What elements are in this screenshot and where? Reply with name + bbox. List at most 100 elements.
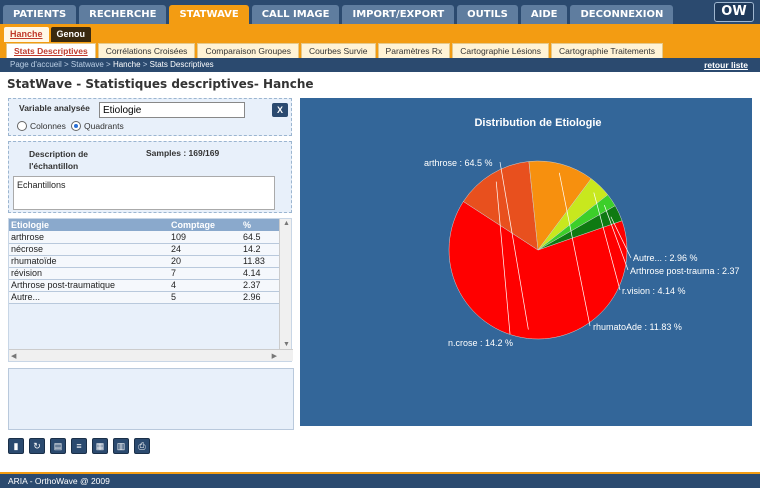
pie-slice-label: r.vision : 4.14 %: [622, 286, 686, 296]
table-row[interactable]: rhumatoïde 20 11.83: [9, 255, 279, 268]
radio-colonnes[interactable]: Colonnes: [17, 121, 66, 131]
description-label: Description de l'échantillon: [29, 149, 89, 171]
tab-stats-descriptives[interactable]: Stats Descriptives: [6, 43, 96, 58]
print-icon[interactable]: ⎙: [134, 438, 150, 454]
cell-percent: 2.96: [241, 291, 279, 304]
table-row[interactable]: Autre... 5 2.96: [9, 291, 279, 304]
nav-tab-statwave[interactable]: STATWAVE: [169, 5, 249, 24]
cell-count: 5: [169, 291, 241, 304]
breadcrumb-hanche: Hanche: [112, 60, 141, 69]
nav-tab-deconnexion[interactable]: DECONNEXION: [570, 5, 674, 24]
table-row[interactable]: Arthrose post-traumatique 4 2.37: [9, 279, 279, 292]
pie-slice[interactable]: [448, 201, 628, 340]
nav-tab-patients[interactable]: PATIENTS: [3, 5, 77, 24]
cell-count: 7: [169, 267, 241, 280]
notes-textarea[interactable]: [8, 368, 294, 430]
pie-chart: Distribution de Etiologie arthrose : 64.…: [424, 117, 740, 348]
clear-variable-button[interactable]: X: [272, 103, 288, 117]
cell-label: nécrose: [9, 243, 169, 256]
table-vertical-scrollbar[interactable]: ▲ ▼: [279, 219, 291, 349]
cell-label: rhumatoïde: [9, 255, 169, 268]
footer: ARIA - OrthoWave @ 2009: [0, 472, 760, 488]
footer-copyright: ARIA - OrthoWave @ 2009: [8, 476, 110, 486]
variable-label: Variable analysée: [19, 103, 90, 113]
table-row[interactable]: arthrose 109 64.5: [9, 231, 279, 244]
col-header-comptage[interactable]: Comptage: [169, 219, 241, 231]
refresh-icon[interactable]: ↻: [29, 438, 45, 454]
nav-tab-aide[interactable]: AIDE: [520, 5, 568, 24]
table-horizontal-scrollbar[interactable]: ◀ ▶: [9, 349, 293, 361]
nav-tab-outils[interactable]: OUTILS: [457, 5, 518, 24]
cell-label: arthrose: [9, 231, 169, 244]
cell-label: Arthrose post-traumatique: [9, 279, 169, 292]
notes-icon[interactable]: ≡: [71, 438, 87, 454]
pie-slice[interactable]: [537, 205, 623, 251]
pie-leader-line: [499, 161, 529, 330]
analysis-nav: Stats Descriptives Corrélations Croisées…: [6, 43, 665, 58]
pie-leader-line: [558, 172, 591, 327]
chart-title: Distribution de Etiologie: [474, 117, 601, 129]
nav-tab-import-export[interactable]: IMPORT/EXPORT: [342, 5, 455, 24]
cell-label: Autre...: [9, 291, 169, 304]
subnav-tab-hanche[interactable]: Hanche: [4, 27, 49, 42]
nav-tab-recherche[interactable]: RECHERCHE: [79, 5, 167, 24]
scroll-right-icon[interactable]: ▶: [271, 353, 277, 360]
radio-quadrants[interactable]: Quadrants: [71, 121, 124, 131]
bottom-toolbar: ▮ ↻ ▤ ≡ ▦ ▥ ⎙: [8, 438, 155, 454]
radio-colonnes-label: Colonnes: [30, 121, 66, 131]
retour-liste-link[interactable]: retour liste: [704, 60, 748, 70]
cell-count: 24: [169, 243, 241, 256]
tab-correlations-croisees[interactable]: Corrélations Croisées: [97, 43, 196, 58]
cell-count: 4: [169, 279, 241, 292]
tab-cartographie-traitements[interactable]: Cartographie Traitements: [551, 43, 663, 58]
pie-leader-line: [495, 181, 511, 335]
pie-slice[interactable]: [463, 161, 539, 251]
breadcrumb-statwave[interactable]: Statwave: [70, 60, 104, 69]
grid-icon[interactable]: ▦: [92, 438, 108, 454]
radio-colonnes-circle[interactable]: [17, 121, 27, 131]
stats-table-viewport: Etiologie Comptage % arthrose 109 64.5 n…: [9, 219, 279, 349]
pie-leader-line: [593, 192, 621, 291]
histogram-icon[interactable]: ▥: [113, 438, 129, 454]
samples-count: Samples : 169/169: [146, 148, 220, 158]
pie-leader-line: [610, 216, 632, 259]
col-header-etiologie[interactable]: Etiologie: [9, 219, 169, 231]
description-panel: Description de l'échantillon Samples : 1…: [8, 141, 292, 213]
table-row[interactable]: révision 7 4.14: [9, 267, 279, 280]
pie-slice[interactable]: [528, 160, 592, 251]
table-header-row: Etiologie Comptage %: [9, 219, 279, 231]
tab-cartographie-lesions[interactable]: Cartographie Lésions: [452, 43, 550, 58]
bar-chart-icon[interactable]: ▮: [8, 438, 24, 454]
scroll-up-icon[interactable]: ▲: [283, 220, 290, 227]
chart-panel: Distribution de Etiologie arthrose : 64.…: [300, 98, 752, 426]
nav-tab-call-image[interactable]: CALL IMAGE: [251, 5, 340, 24]
tab-courbes-survie[interactable]: Courbes Survie: [300, 43, 376, 58]
variable-input[interactable]: [99, 102, 245, 118]
radio-quadrants-circle[interactable]: [71, 121, 81, 131]
sub-nav-bar: Hanche Genou: [0, 24, 760, 42]
page-title: StatWave - Statistiques descriptives- Ha…: [7, 77, 314, 91]
breadcrumb-separator: >: [61, 60, 71, 69]
subnav-tab-genou[interactable]: Genou: [50, 27, 92, 42]
tab-parametres-rx[interactable]: Paramètres Rx: [377, 43, 451, 58]
cell-percent: 14.2: [241, 243, 279, 256]
stats-table: Etiologie Comptage % arthrose 109 64.5 n…: [9, 219, 279, 304]
pie-slice-label: Autre... : 2.96 %: [633, 253, 698, 263]
cell-count: 20: [169, 255, 241, 268]
tab-comparaison-groupes[interactable]: Comparaison Groupes: [197, 43, 299, 58]
pie-slice-label: Arthrose post-trauma : 2.37: [630, 266, 740, 276]
radio-quadrants-label: Quadrants: [84, 121, 124, 131]
table-row[interactable]: nécrose 24 14.2: [9, 243, 279, 256]
scroll-down-icon[interactable]: ▼: [283, 341, 290, 348]
pie-slice-label: rhumatoAde : 11.83 %: [593, 322, 682, 332]
pie-leader-line: [603, 204, 629, 271]
pie-slice-label: n.crose : 14.2 %: [448, 338, 513, 348]
breadcrumb-separator: >: [140, 60, 150, 69]
echantillons-textarea[interactable]: Echantillons: [13, 176, 275, 210]
main-nav: PATIENTS RECHERCHE STATWAVE CALL IMAGE I…: [3, 5, 676, 24]
table-export-icon[interactable]: ▤: [50, 438, 66, 454]
breadcrumb-home[interactable]: Page d'accueil: [10, 60, 62, 69]
col-header-percent[interactable]: %: [241, 219, 279, 231]
cell-percent: 2.37: [241, 279, 279, 292]
scroll-left-icon[interactable]: ◀: [11, 353, 17, 360]
